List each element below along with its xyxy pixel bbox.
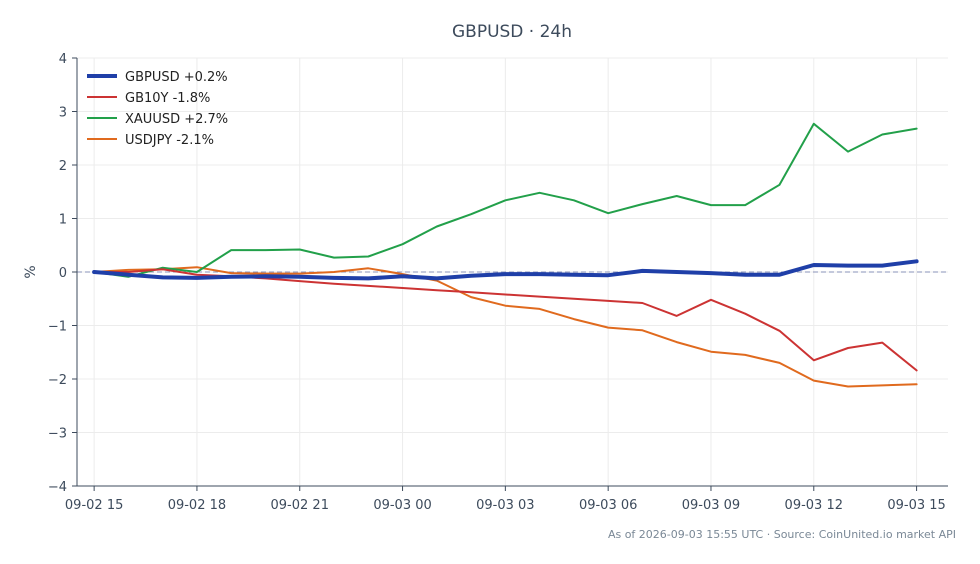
y-tick-label: −4 xyxy=(48,480,67,495)
x-tick-label: 09-03 06 xyxy=(579,498,637,513)
y-tick-label: 3 xyxy=(59,106,67,121)
legend-label-3: USDJPY -2.1% xyxy=(125,133,214,148)
y-tick-label: 4 xyxy=(59,52,67,67)
y-tick-label: −2 xyxy=(48,373,67,388)
x-tick-label: 09-02 15 xyxy=(65,498,123,513)
x-tick-label: 09-03 15 xyxy=(887,498,945,513)
legend-label-2: XAUUSD +2.7% xyxy=(125,112,228,127)
legend-label-0: GBPUSD +0.2% xyxy=(125,70,228,85)
y-tick-label: 0 xyxy=(59,266,67,281)
series-layer xyxy=(92,122,919,388)
legend-label-1: GB10Y -1.8% xyxy=(125,91,210,106)
y-axis-label: % xyxy=(23,265,39,278)
y-tick-label: −1 xyxy=(48,320,67,335)
x-tick-label: 09-02 18 xyxy=(168,498,226,513)
x-tick-label: 09-03 12 xyxy=(785,498,843,513)
x-tick-label: 09-03 03 xyxy=(476,498,534,513)
footer-note: As of 2026-09-03 15:55 UTC · Source: Coi… xyxy=(608,528,956,541)
y-tick-label: 1 xyxy=(59,213,67,228)
chart-title: GBPUSD · 24h xyxy=(452,22,572,42)
x-axis: 09-02 15 09-02 18 09-02 21 09-03 00 09-03 03… xyxy=(65,485,948,513)
y-tick-label: −3 xyxy=(48,427,67,442)
series-line-2 xyxy=(93,122,918,278)
x-tick-label: 09-02 21 xyxy=(271,498,329,513)
series-line-0 xyxy=(92,259,919,281)
series-line-3 xyxy=(93,266,918,388)
y-tick-label: 2 xyxy=(59,159,67,174)
x-tick-label: 09-03 00 xyxy=(373,498,431,513)
x-tick-label: 09-03 09 xyxy=(682,498,740,513)
y-axis: 4 3 2 1 0 −1 −2 −3 −4 xyxy=(48,52,78,495)
legend: GBPUSD +0.2% GB10Y -1.8% XAUUSD +2.7% USDJP… xyxy=(87,70,228,148)
